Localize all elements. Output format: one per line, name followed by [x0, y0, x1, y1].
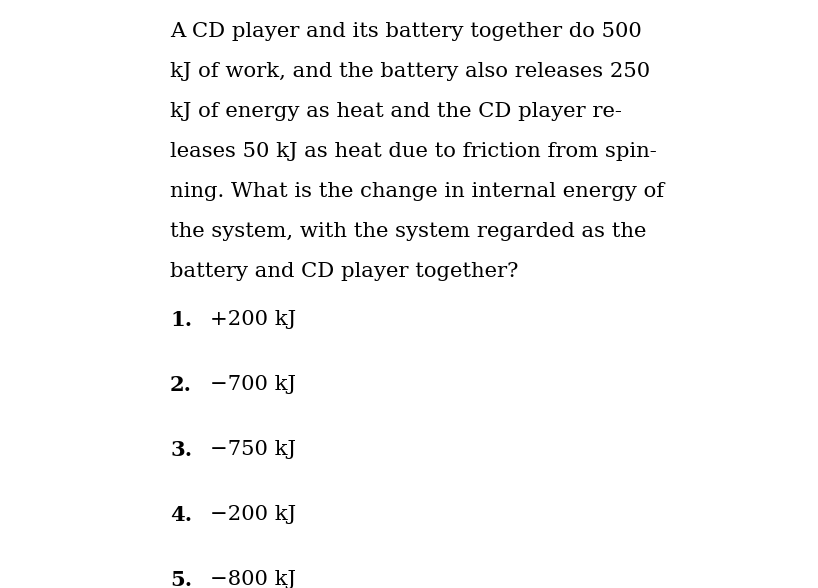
Text: −750 kJ: −750 kJ — [210, 440, 296, 459]
Text: battery and CD player together?: battery and CD player together? — [170, 262, 519, 281]
Text: −700 kJ: −700 kJ — [210, 375, 296, 394]
Text: kJ of energy as heat and the CD player re-: kJ of energy as heat and the CD player r… — [170, 102, 622, 121]
Text: −800 kJ: −800 kJ — [210, 570, 296, 588]
Text: the system, with the system regarded as the: the system, with the system regarded as … — [170, 222, 646, 241]
Text: +200 kJ: +200 kJ — [210, 310, 296, 329]
Text: A CD player and its battery together do 500: A CD player and its battery together do … — [170, 22, 642, 41]
Text: leases 50 kJ as heat due to friction from spin-: leases 50 kJ as heat due to friction fro… — [170, 142, 657, 161]
Text: kJ of work, and the battery also releases 250: kJ of work, and the battery also release… — [170, 62, 650, 81]
Text: −200 kJ: −200 kJ — [210, 505, 296, 524]
Text: 3.: 3. — [170, 440, 192, 460]
Text: 4.: 4. — [170, 505, 192, 525]
Text: 2.: 2. — [170, 375, 192, 395]
Text: ning. What is the change in internal energy of: ning. What is the change in internal ene… — [170, 182, 664, 201]
Text: 1.: 1. — [170, 310, 192, 330]
Text: 5.: 5. — [170, 570, 192, 588]
